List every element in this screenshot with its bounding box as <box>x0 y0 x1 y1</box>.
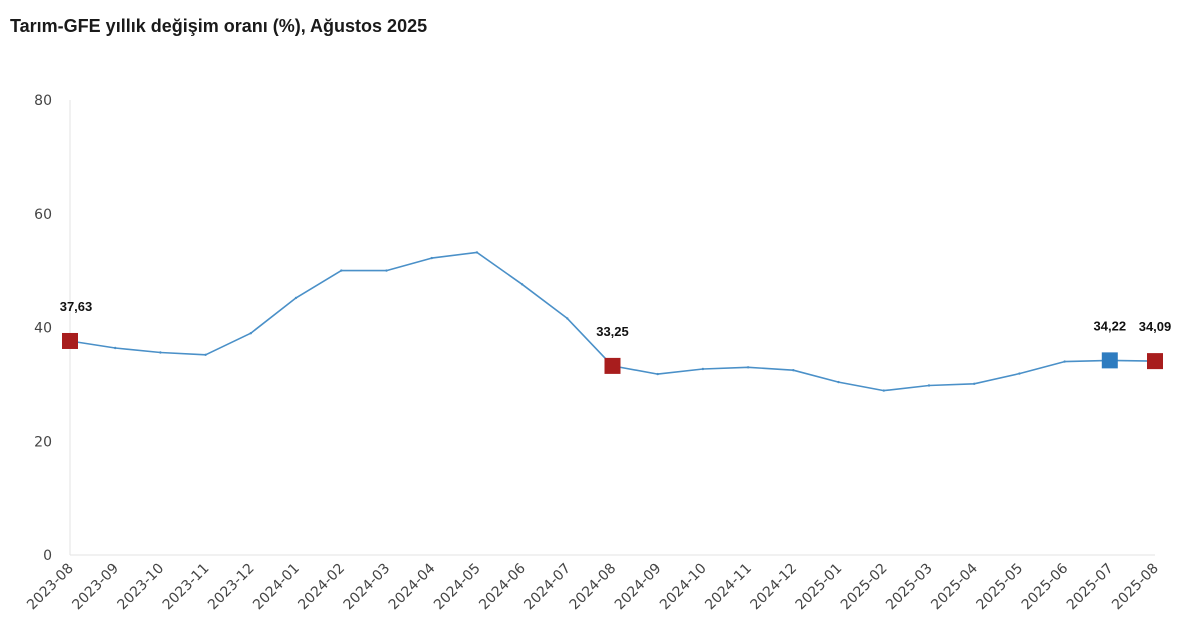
data-point <box>792 369 795 372</box>
data-point <box>1063 360 1066 363</box>
x-tick-label: 2023-10 <box>115 561 168 614</box>
data-point <box>656 372 659 376</box>
x-tick-label: 2025-07 <box>1064 561 1117 614</box>
x-tick-label: 2023-11 <box>160 561 213 614</box>
x-axis: 2023-082023-092023-102023-112023-122024-… <box>24 554 1162 614</box>
data-point <box>430 256 433 260</box>
x-tick-label: 2023-09 <box>69 561 122 614</box>
data-point <box>882 389 885 392</box>
highlight-marker <box>604 357 621 374</box>
data-point <box>520 283 524 286</box>
data-point <box>159 351 162 354</box>
data-label: 34,22 <box>1094 318 1127 333</box>
data-point <box>927 384 931 387</box>
highlight-marker <box>62 332 78 349</box>
data-point <box>701 367 705 371</box>
x-tick-label: 2024-08 <box>567 561 620 614</box>
data-label-group: 37,63 33,25 34,22 34,09 <box>60 299 1172 339</box>
data-point <box>475 251 479 254</box>
x-tick-label: 2025-04 <box>928 560 981 613</box>
data-point <box>1018 372 1021 375</box>
data-point <box>340 269 343 272</box>
data-point <box>385 269 388 272</box>
x-tick-label: 2023-12 <box>205 561 258 614</box>
data-point <box>746 366 750 369</box>
x-tick-label: 2025-01 <box>793 561 846 614</box>
y-axis: 0 20 40 60 80 <box>34 93 71 564</box>
chart-title: Tarım-GFE yıllık değişim oranı (%), Ağus… <box>10 16 428 36</box>
x-tick-label: 2025-03 <box>883 561 936 614</box>
x-tick-label: 2025-08 <box>1109 561 1162 614</box>
x-tick-label: 2023-08 <box>24 561 77 614</box>
y-tick-label: 80 <box>34 93 52 109</box>
highlight-marker <box>1147 353 1163 370</box>
x-tick-label: 2024-05 <box>431 561 484 614</box>
x-tick-label: 2024-04 <box>386 560 439 613</box>
x-tick-label: 2025-02 <box>838 561 891 614</box>
highlight-marker <box>1101 352 1118 369</box>
x-tick-label: 2024-01 <box>250 561 303 614</box>
data-label: 34,09 <box>1139 319 1172 334</box>
data-point <box>837 380 840 384</box>
y-tick-label: 0 <box>43 548 52 564</box>
x-tick-label: 2025-06 <box>1019 560 1072 613</box>
x-tick-label: 2024-02 <box>295 561 348 614</box>
data-point <box>973 382 976 385</box>
data-point <box>566 317 569 320</box>
x-tick-label: 2024-09 <box>612 561 665 614</box>
x-tick-label: 2024-03 <box>341 561 394 614</box>
x-tick-label: 2024-10 <box>657 561 710 614</box>
marker-group <box>62 332 1163 374</box>
data-point <box>294 296 298 300</box>
data-label: 33,25 <box>596 324 629 339</box>
x-tick-label: 2025-05 <box>974 561 1027 614</box>
y-tick-label: 20 <box>34 434 52 450</box>
x-tick-label: 2024-07 <box>521 561 574 614</box>
data-point <box>114 346 117 350</box>
data-label: 37,63 <box>60 299 93 314</box>
x-tick-label: 2024-06 <box>476 560 529 613</box>
data-point <box>204 353 207 356</box>
y-tick-label: 60 <box>34 207 52 223</box>
x-tick-label: 2024-11 <box>702 561 755 614</box>
y-tick-label: 40 <box>34 321 52 337</box>
x-tick-label: 2024-12 <box>747 561 800 614</box>
data-point <box>249 332 252 335</box>
